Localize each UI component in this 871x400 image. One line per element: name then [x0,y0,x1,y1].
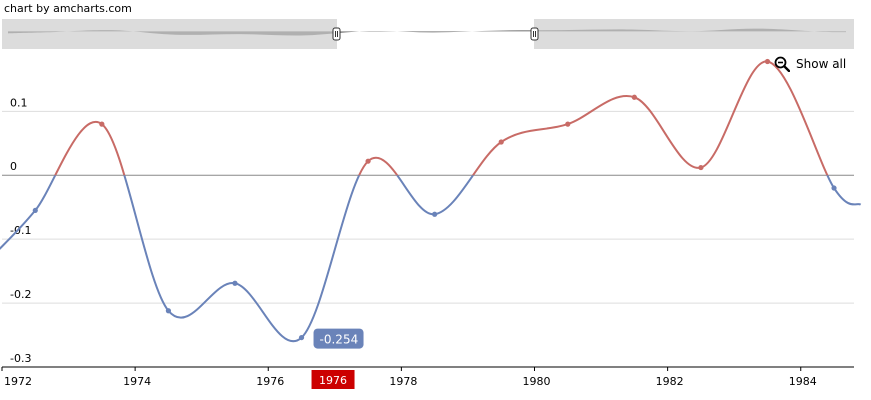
value-balloon: -0.254 [313,328,364,349]
x-tick-label: 1984 [789,375,817,388]
data-point [32,207,38,214]
y-tick-label: 0.1 [10,96,28,109]
cursor-category-text: 1976 [319,374,347,387]
chart-credit[interactable]: chart by amcharts.com [4,2,132,15]
show-all-label: Show all [796,57,847,71]
data-point [298,334,305,341]
zoom-out-icon [774,56,790,72]
x-axis-labels: 1972 1974 1976 1978 1980 1982 1984 [1,367,817,388]
x-tick-label: 1972 [4,375,32,388]
show-all-button[interactable]: Show all [774,55,846,73]
data-point [631,94,637,100]
data-point [565,121,571,127]
data-point [498,139,504,145]
series-line-negative [0,175,862,342]
scrollbar-right-grip[interactable] [530,27,539,41]
series-line-positive [54,60,829,176]
x-tick-label: 1982 [656,375,684,388]
y-axis-labels: 0.10-0.1-0.2-0.3 [10,96,31,365]
data-point [831,185,837,191]
data-point [232,280,238,286]
data-point [432,211,438,217]
cursor-category-balloon: 1976 [311,370,355,389]
scrollbar-selected-graph [337,30,534,34]
data-points [32,58,837,341]
scrollbar-selected-range[interactable] [337,19,534,49]
grid-lines [2,110,854,304]
data-point [365,158,371,164]
data-point [165,308,172,314]
value-balloon-text: -0.254 [320,333,359,347]
x-tick-label: 1976 [256,375,284,388]
data-point [698,164,704,171]
y-tick-label: -0.3 [10,352,31,365]
scrollbar[interactable] [2,19,854,49]
x-tick-label: 1978 [389,375,417,388]
y-tick-label: 0 [10,160,17,173]
scrollbar-left-grip[interactable] [332,27,341,41]
x-tick-label: 1974 [123,375,151,388]
data-point [99,121,105,127]
data-point [764,58,771,65]
y-tick-label: -0.2 [10,288,31,301]
x-tick-label: 1980 [523,375,551,388]
